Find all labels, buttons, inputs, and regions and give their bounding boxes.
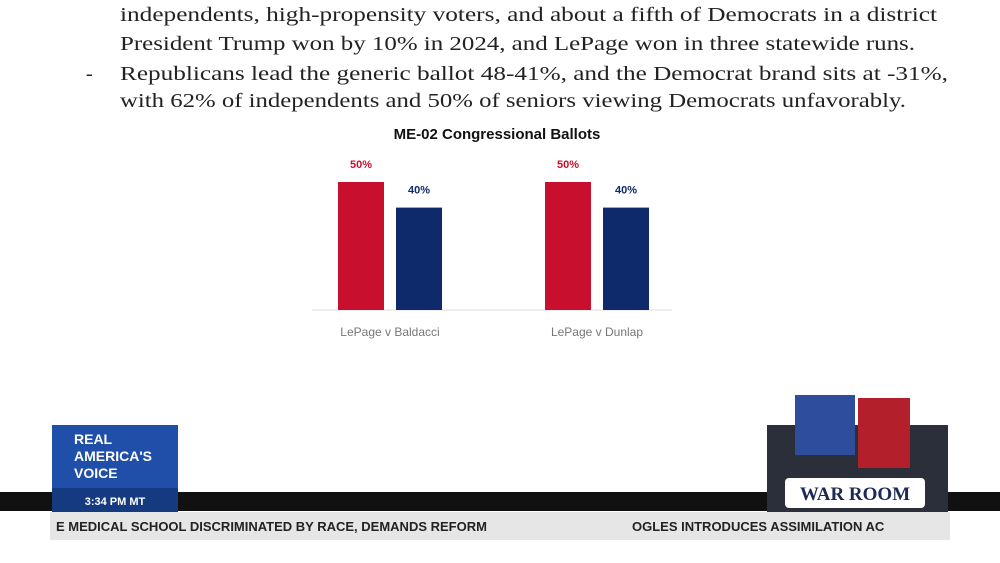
clock-bar: [52, 488, 178, 512]
doc-line: President Trump won by 10% in 2024, and …: [120, 33, 915, 55]
bar: [545, 182, 591, 310]
bar: [603, 207, 649, 310]
bars: 50% 40% LePage v Baldacci 50% 40% LePage v Du…: [338, 159, 649, 339]
value-label: 50%: [350, 159, 372, 171]
show-name: WAR ROOM: [800, 484, 910, 505]
value-label: 40%: [408, 185, 430, 197]
x-tick-label: LePage v Dunlap: [551, 325, 643, 339]
clock: 3:34 PM MT: [85, 496, 146, 508]
ticker-text: OGLES INTRODUCES ASSIMILATION AC: [632, 519, 885, 534]
ticker-text: E MEDICAL SCHOOL DISCRIMINATED BY RACE, …: [56, 519, 487, 534]
network-name: AMERICA'S: [74, 448, 152, 464]
bar: [396, 207, 442, 310]
flag-stripes: [858, 398, 910, 468]
ticker: [50, 512, 950, 540]
bar: [338, 182, 384, 310]
value-label: 50%: [557, 159, 579, 171]
x-tick-label: LePage v Baldacci: [340, 325, 439, 339]
network-name: REAL: [74, 431, 113, 447]
show-plate: [785, 478, 925, 508]
network-name: VOICE: [74, 465, 118, 481]
doc-line: Republicans lead the generic ballot 48-4…: [120, 63, 948, 85]
doc-line: independents, high-propensity voters, an…: [120, 4, 938, 26]
flag: [795, 395, 855, 455]
value-label: 40%: [615, 185, 637, 197]
bullet: -: [86, 63, 93, 85]
chart-title: ME-02 Congressional Ballots: [394, 126, 601, 143]
doc-line: with 62% of independents and 50% of seni…: [120, 90, 906, 112]
ticker-band: [0, 492, 1000, 511]
